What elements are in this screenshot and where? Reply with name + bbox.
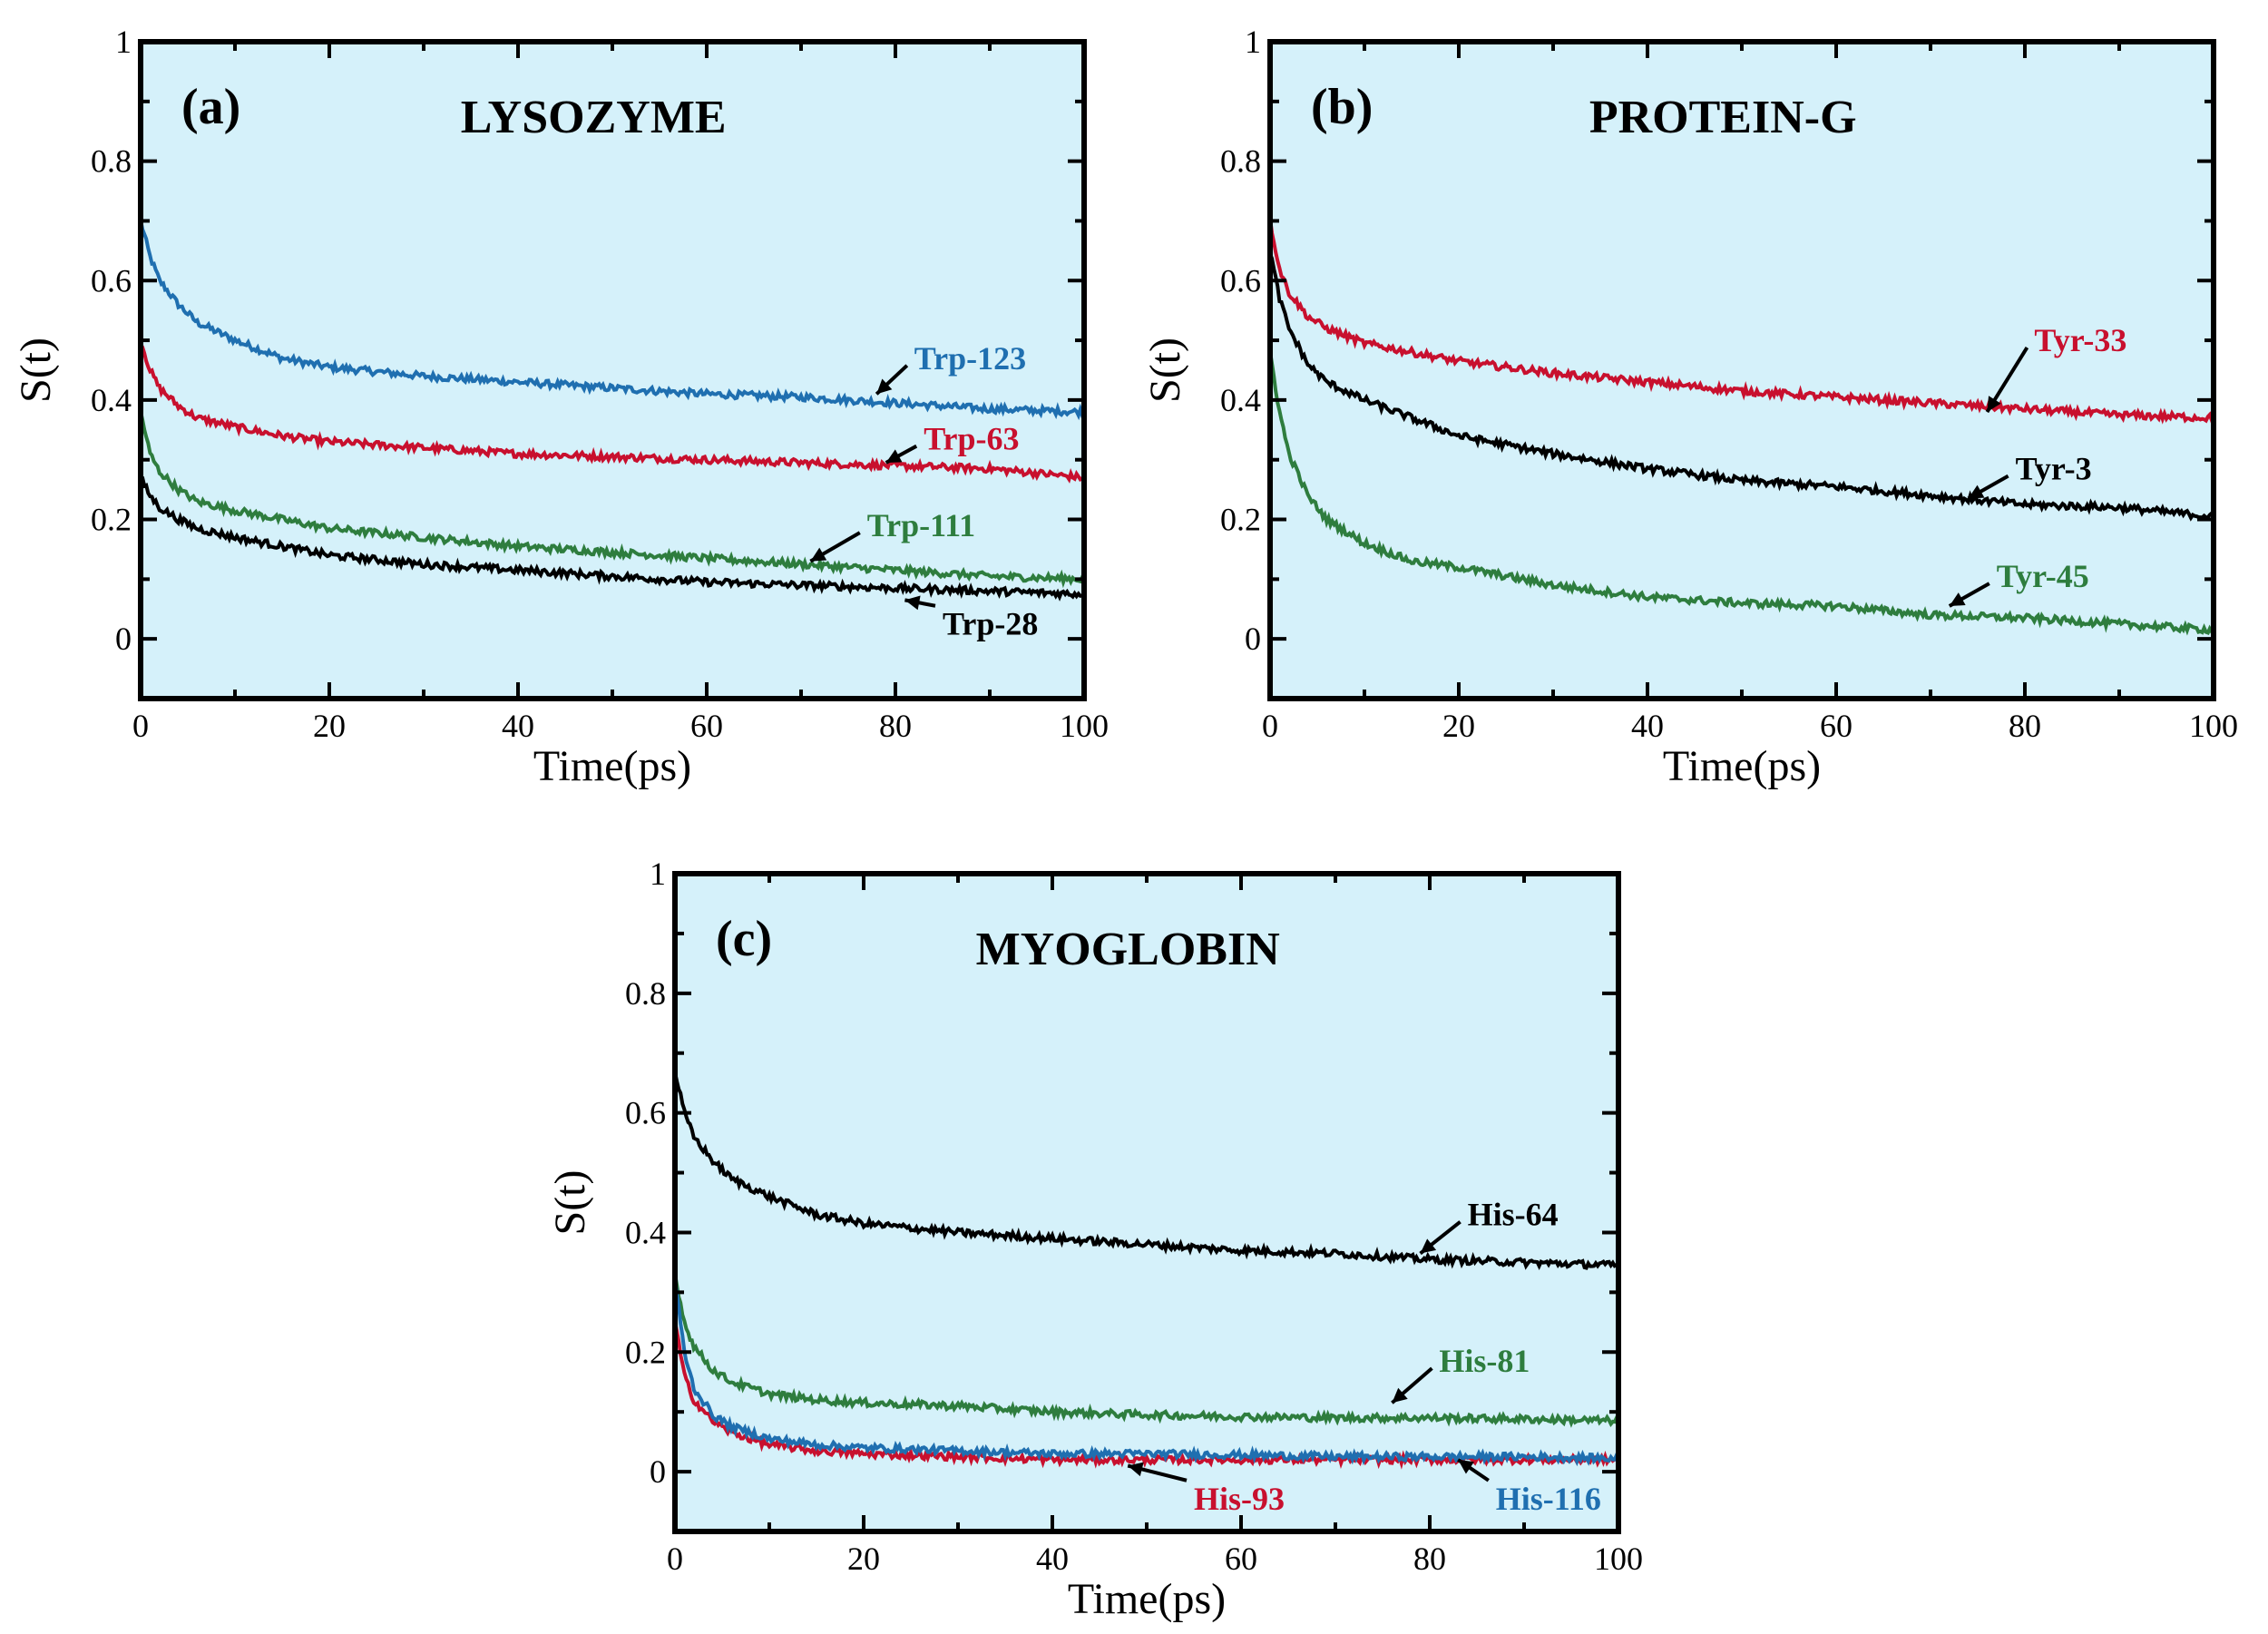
x-tick-label: 80 [879, 708, 912, 744]
y-tick-label: 0.8 [625, 975, 666, 1012]
panel-title: PROTEIN-G [1589, 92, 1857, 143]
series-line-his-64 [673, 1071, 1619, 1271]
y-tick-label: 0.8 [91, 143, 132, 180]
series-line-trp-111 [139, 411, 1086, 589]
y-tick-label: 1 [115, 24, 132, 60]
x-tick-label: 0 [1262, 708, 1278, 744]
x-tick-label: 100 [2189, 708, 2238, 744]
annotation-arrowhead [1949, 592, 1966, 606]
annotation-arrowhead [1128, 1462, 1144, 1477]
y-tick-label: 0.6 [91, 262, 132, 298]
y-tick-label: 0 [650, 1453, 666, 1490]
y-tick-label: 0.6 [625, 1095, 666, 1131]
annotation-arrowhead [1987, 396, 2001, 413]
x-tick-label: 100 [1060, 708, 1109, 744]
annotation-arrowhead [1420, 1238, 1437, 1254]
x-tick-label: 0 [132, 708, 149, 744]
y-tick-label: 1 [1245, 24, 1261, 60]
y-tick-label: 0.2 [1220, 502, 1261, 538]
series-line-tyr-45 [1268, 350, 2215, 636]
series-label-his-81: His-81 [1439, 1343, 1530, 1379]
annotation-arrowhead [885, 449, 903, 464]
series-label-tyr-33: Tyr-33 [2034, 322, 2126, 358]
chart-panel-3: 0 20 40 60 80 100 0 0.2 0.4 0.6 0.8 1 Time(ps) S(t) (c… [546, 856, 1643, 1623]
x-axis-title: Time(ps) [533, 742, 691, 790]
series-line-tyr-33 [1268, 218, 2215, 425]
annotation-arrowhead [904, 595, 921, 611]
series-line-trp-63 [139, 342, 1086, 484]
y-tick-label: 0 [1245, 621, 1261, 657]
y-tick-label: 0.8 [1220, 143, 1261, 180]
x-tick-label: 20 [847, 1541, 880, 1577]
x-tick-label: 40 [1036, 1541, 1069, 1577]
x-tick-label: 40 [1631, 708, 1664, 744]
chart-panel-2: 0 20 40 60 80 100 0 0.2 0.4 0.6 0.8 1 Time(ps) S(t) (b… [1141, 24, 2238, 790]
chart-panel-1: 0 20 40 60 80 100 0 0.2 0.4 0.6 0.8 1 Time(ps) S(t) (a… [12, 24, 1109, 790]
x-tick-label: 80 [2009, 708, 2041, 744]
y-tick-label: 0.4 [1220, 382, 1261, 418]
annotation-arrowhead [876, 378, 893, 395]
annotation-arrowhead [1392, 1387, 1408, 1404]
annotation-arrowhead [810, 547, 827, 562]
series-label-his-116: His-116 [1496, 1481, 1601, 1517]
x-tick-label: 40 [502, 708, 534, 744]
panel-label: (b) [1311, 79, 1373, 135]
y-axis-title: S(t) [1141, 338, 1189, 403]
series-line-his-81 [673, 1273, 1620, 1428]
series-label-trp-28: Trp-28 [943, 606, 1038, 642]
plot-background [1270, 42, 2214, 699]
x-axis-title: Time(ps) [1068, 1575, 1226, 1623]
panel-title: LYSOZYME [461, 92, 727, 143]
series-label-his-93: His-93 [1194, 1481, 1285, 1517]
series-line-trp-28 [140, 475, 1086, 602]
y-axis-title: S(t) [12, 338, 60, 403]
annotation-arrowhead [1458, 1459, 1474, 1474]
panel-label: (a) [181, 79, 240, 135]
x-tick-label: 20 [313, 708, 346, 744]
y-tick-label: 0.2 [625, 1334, 666, 1370]
series-label-trp-63: Trp-63 [924, 421, 1019, 457]
y-axis-title: S(t) [546, 1170, 594, 1236]
series-label-tyr-3: Tyr-3 [2016, 451, 2092, 487]
x-tick-label: 20 [1442, 708, 1475, 744]
panel-title: MYOGLOBIN [976, 924, 1280, 975]
y-tick-label: 0.2 [91, 502, 132, 538]
x-tick-label: 80 [1413, 1541, 1446, 1577]
series-label-his-64: His-64 [1468, 1197, 1559, 1233]
series-label-trp-123: Trp-123 [914, 340, 1026, 377]
series-line-his-116 [673, 1279, 1620, 1467]
y-tick-label: 0.4 [625, 1214, 666, 1250]
series-label-tyr-45: Tyr-45 [1997, 558, 2089, 594]
x-tick-label: 100 [1594, 1541, 1643, 1577]
series-line-tyr-3 [1268, 252, 2214, 522]
y-tick-label: 0.4 [91, 382, 132, 418]
y-tick-label: 0.6 [1220, 262, 1261, 298]
panel-label: (c) [716, 911, 772, 967]
annotation-arrowhead [1968, 484, 1985, 499]
x-tick-label: 60 [1820, 708, 1853, 744]
x-tick-label: 60 [1225, 1541, 1257, 1577]
series-label-trp-111: Trp-111 [867, 507, 975, 543]
y-tick-label: 0 [115, 621, 132, 657]
y-tick-label: 1 [650, 856, 666, 892]
x-tick-label: 60 [690, 708, 723, 744]
x-axis-title: Time(ps) [1663, 742, 1821, 790]
series-line-trp-123 [139, 219, 1086, 421]
x-tick-label: 0 [667, 1541, 683, 1577]
